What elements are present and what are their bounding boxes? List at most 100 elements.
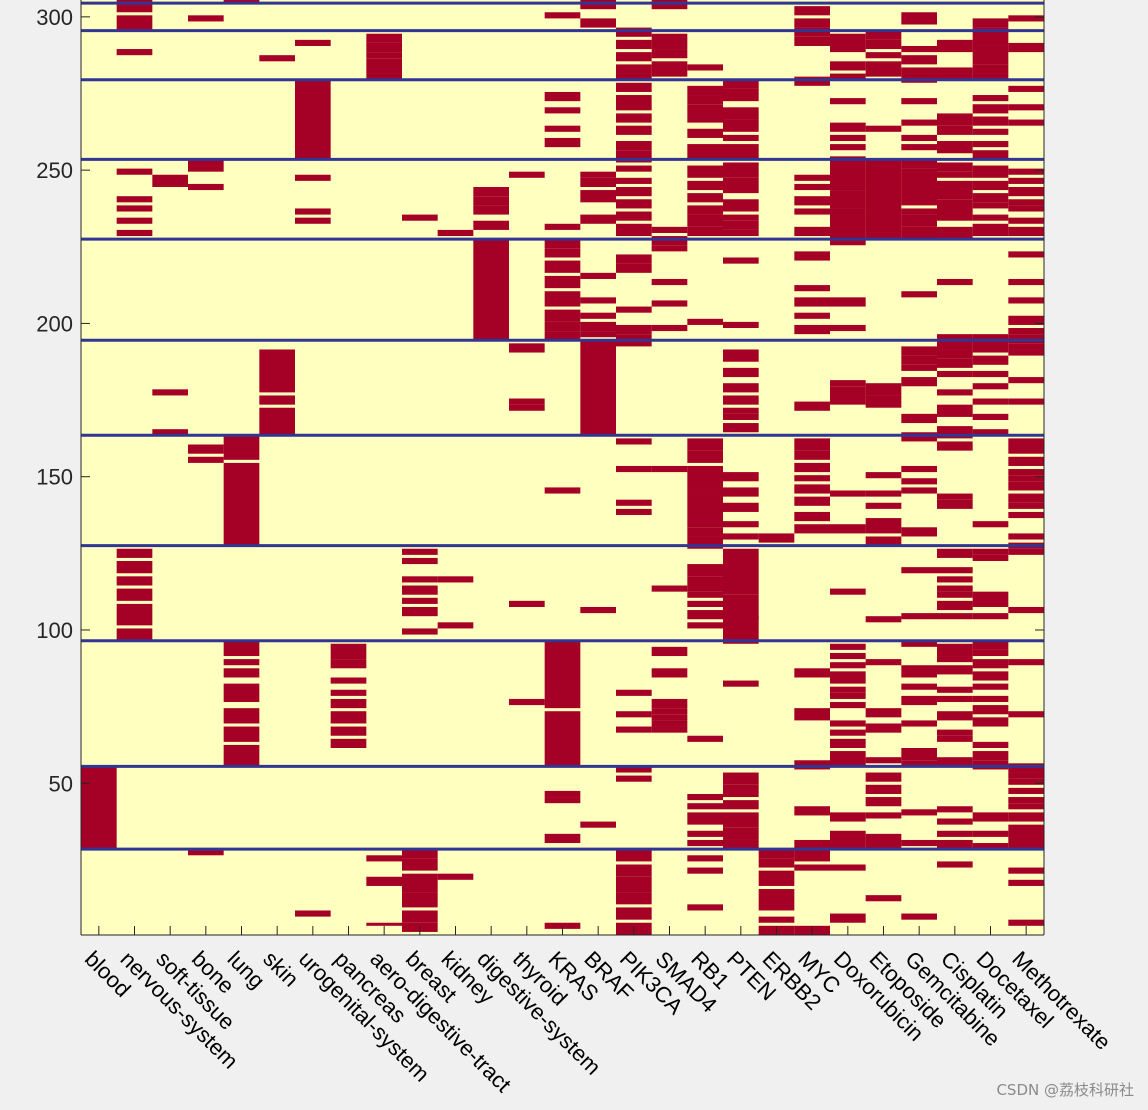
heatmap-cell-rb1 xyxy=(687,600,723,607)
heatmap-cell-methotrexate xyxy=(1008,919,1044,926)
heatmap-cell-methotrexate xyxy=(1008,251,1044,258)
heatmap-cell-gemcitabine xyxy=(901,839,937,847)
heatmap-cell-myc xyxy=(794,36,830,46)
y-tick-label: 200 xyxy=(36,311,73,336)
heatmap-cell-doxorubicin xyxy=(830,830,866,850)
heatmap-cell-cisplatin xyxy=(937,585,973,592)
heatmap-cell-pten xyxy=(723,423,759,433)
heatmap-cell-nervous-system xyxy=(116,576,153,586)
heatmap-cell-doxorubicin xyxy=(830,524,866,534)
heatmap-cell-etoposide xyxy=(865,502,902,509)
heatmap-cell-pten xyxy=(723,772,759,785)
heatmap-cell-pten xyxy=(723,177,759,187)
heatmap-cell-aero-digestive-tract xyxy=(366,33,402,43)
heatmap-cell-pik3ca xyxy=(616,508,652,516)
heatmap-cell-cisplatin xyxy=(937,665,973,675)
heatmap-cell-nervous-system xyxy=(116,3,153,13)
heatmap-cell-cisplatin xyxy=(937,226,973,233)
heatmap-cell-gemcitabine xyxy=(901,355,937,365)
heatmap-cell-smad4 xyxy=(651,668,688,678)
heatmap-cell-rb1 xyxy=(687,438,723,451)
heatmap-cell-pten xyxy=(723,79,759,89)
heatmap-cell-cisplatin xyxy=(937,441,973,451)
heatmap-cell-urogenital-system xyxy=(295,79,331,160)
heatmap-cell-etoposide xyxy=(865,797,902,807)
heatmap-cell-kras xyxy=(544,711,581,767)
heatmap-cell-lung xyxy=(223,744,260,767)
heatmap-cell-methotrexate xyxy=(1008,456,1044,466)
heatmap-cell-rb1 xyxy=(687,803,723,810)
heatmap-cell-etoposide xyxy=(865,536,902,546)
heatmap-cell-myc xyxy=(794,285,830,292)
heatmap-cell-pten xyxy=(723,413,759,420)
heatmap-cell-docetaxel xyxy=(972,812,1009,822)
heatmap-cell-docetaxel xyxy=(972,27,1009,46)
heatmap-cell-kras xyxy=(544,833,581,844)
heatmap-cell-braf xyxy=(580,312,616,319)
heatmap-cell-lung xyxy=(223,683,260,703)
heatmap-cell-thyroid xyxy=(509,600,545,607)
heatmap-cell-gemcitabine xyxy=(901,432,937,442)
y-tick-label: 300 xyxy=(36,5,73,30)
heatmap-cell-cisplatin xyxy=(937,686,973,693)
heatmap-cell-docetaxel xyxy=(972,383,1009,390)
heatmap-cell-bone xyxy=(188,456,224,463)
heatmap-cell-etoposide xyxy=(865,232,902,240)
heatmap-cell-methotrexate xyxy=(1008,659,1044,666)
heatmap-cell-nervous-system xyxy=(116,229,153,237)
heatmap-cell-braf xyxy=(580,606,616,614)
heatmap-cell-myc xyxy=(794,760,830,770)
heatmap-cell-breast xyxy=(402,849,438,859)
heatmap-cell-urogenital-system xyxy=(295,39,331,46)
heatmap-cell-pik3ca xyxy=(616,82,652,92)
y-tick-label: 250 xyxy=(36,158,73,183)
heatmap-cell-cisplatin xyxy=(937,695,973,703)
heatmap-cell-docetaxel xyxy=(972,95,1009,102)
heatmap-cell-erbb2 xyxy=(758,870,795,886)
heatmap-cell-pten xyxy=(723,594,759,620)
heatmap-cell-kidney xyxy=(437,873,474,880)
heatmap-cell-gemcitabine xyxy=(901,377,937,387)
heatmap-cell-digestive-system xyxy=(473,239,509,341)
heatmap-cell-myc xyxy=(794,849,830,862)
heatmap-cell-cisplatin xyxy=(937,162,973,172)
heatmap-cell-doxorubicin xyxy=(830,729,866,736)
heatmap-cell-nervous-system xyxy=(116,588,153,601)
heatmap-cell-etoposide xyxy=(865,61,902,77)
heatmap-cell-pik3ca xyxy=(616,141,652,151)
heatmap-cell-skin xyxy=(259,55,295,62)
heatmap-cell-doxorubicin xyxy=(830,662,866,669)
heatmap-cell-soft-tissue xyxy=(152,174,188,187)
heatmap-cell-kras xyxy=(544,12,581,19)
heatmap-cell-myc xyxy=(794,864,830,871)
heatmap-cell-gemcitabine xyxy=(901,478,937,485)
heatmap-cell-cisplatin xyxy=(937,370,973,378)
heatmap-cell-gemcitabine xyxy=(901,913,937,920)
heatmap-cell-doxorubicin xyxy=(830,812,866,822)
heatmap-cell-lung xyxy=(223,435,260,445)
heatmap-cell-methotrexate xyxy=(1008,119,1044,126)
heatmap-cell-pancreas xyxy=(330,711,367,724)
heatmap-cell-docetaxel xyxy=(972,340,1009,353)
heatmap-cell-cisplatin xyxy=(937,839,973,850)
heatmap-cell-myc xyxy=(794,6,830,16)
heatmap-cell-smad4 xyxy=(651,245,688,252)
heatmap-cell-pten xyxy=(723,144,759,160)
heatmap-cell-etoposide xyxy=(865,125,902,132)
heatmap-cell-smad4 xyxy=(651,300,688,307)
heatmap-cell-docetaxel xyxy=(972,104,1009,114)
heatmap-cell-etoposide xyxy=(865,723,902,733)
heatmap-cell-doxorubicin xyxy=(830,73,866,80)
heatmap-cell-methotrexate xyxy=(1008,168,1044,175)
heatmap-cell-smad4 xyxy=(651,714,688,721)
heatmap-cell-doxorubicin xyxy=(830,324,866,332)
heatmap-cell-gemcitabine xyxy=(901,346,937,356)
heatmap-cell-rb1 xyxy=(687,64,723,71)
heatmap-cell-etoposide xyxy=(865,395,902,408)
heatmap-cell-pten xyxy=(723,395,759,405)
heatmap-cell-rb1 xyxy=(687,527,723,537)
heatmap-cell-bone xyxy=(188,849,224,856)
heatmap-cell-cisplatin xyxy=(937,389,973,396)
heatmap-cell-kidney xyxy=(437,576,474,583)
